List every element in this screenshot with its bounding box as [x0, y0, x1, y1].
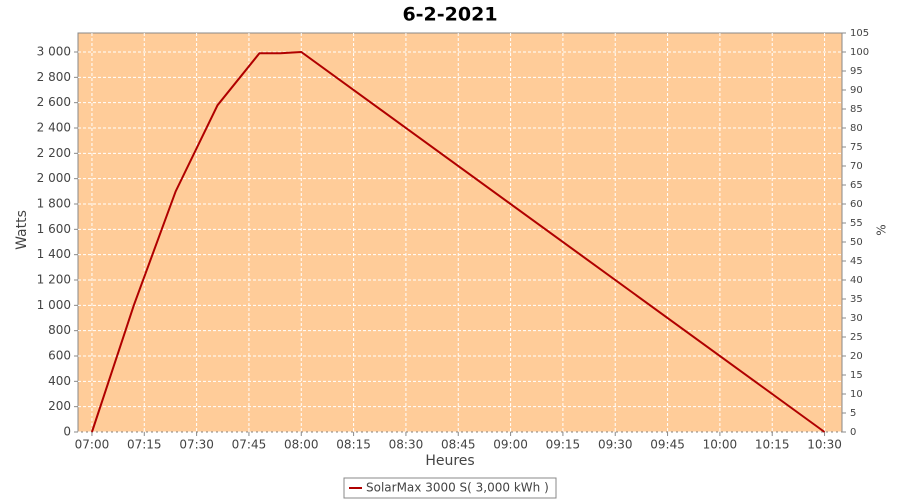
- y2-tick-label: 105: [850, 28, 869, 39]
- y2-tick-label: 90: [850, 85, 863, 96]
- x-tick-label: 09:30: [598, 438, 633, 452]
- legend-box: [343, 477, 557, 499]
- y-tick-label: 2 200: [37, 146, 71, 160]
- y2-tick-label: 10: [850, 389, 863, 400]
- y-tick-label: 2 400: [37, 121, 71, 135]
- series-line: [91, 50, 826, 433]
- y2-tick-label: 30: [850, 313, 863, 324]
- x-tick-label: 07:30: [179, 438, 214, 452]
- y2-tick-label: 95: [850, 66, 863, 77]
- y-tick-label: 2 800: [37, 70, 71, 84]
- x-tick-label: 07:00: [75, 438, 110, 452]
- y-axis-label: Watts: [14, 210, 30, 250]
- x-tick-label: 08:15: [336, 438, 371, 452]
- x-tick-label: 09:15: [546, 438, 581, 452]
- y2-tick-label: 55: [850, 218, 863, 229]
- y-tick-label: 3 000: [37, 45, 71, 59]
- x-tick-label: 08:00: [284, 438, 319, 452]
- x-tick-label: 10:30: [807, 438, 842, 452]
- y2-tick-label: 25: [850, 332, 863, 343]
- legend-label: SolarMax 3000 S( 3,000 kWh ): [366, 481, 549, 495]
- y2-tick-label: 20: [850, 351, 863, 362]
- y-tick-label: 0: [63, 425, 71, 439]
- y-tick-label: 1 400: [37, 247, 71, 261]
- y2-tick-label: 80: [850, 123, 863, 134]
- x-tick-label: 10:00: [703, 438, 738, 452]
- y-tick-label: 1 600: [37, 222, 71, 236]
- y-tick-label: 200: [48, 399, 71, 413]
- y2-tick-label: 40: [850, 275, 863, 286]
- y2-tick-label: 45: [850, 256, 863, 267]
- y2-tick-label: 100: [850, 47, 869, 58]
- x-tick-label: 08:45: [441, 438, 476, 452]
- y2-tick-label: 85: [850, 104, 863, 115]
- x-tick-label: 09:00: [493, 438, 528, 452]
- y2-tick-label: 75: [850, 142, 863, 153]
- y-tick-label: 2 600: [37, 95, 71, 109]
- y2-tick-label: 50: [850, 237, 863, 248]
- y2-tick-label: 70: [850, 161, 863, 172]
- y-tick-label: 1 200: [37, 273, 71, 287]
- plot-area: [77, 32, 843, 433]
- y2-tick-label: 0: [850, 427, 856, 438]
- y2-tick-label: 65: [850, 180, 863, 191]
- x-tick-label: 10:15: [755, 438, 790, 452]
- y-tick-label: 2 000: [37, 171, 71, 185]
- y-tick-label: 1 800: [37, 197, 71, 211]
- x-axis-label: Heures: [425, 453, 474, 469]
- y-tick-label: 400: [48, 374, 71, 388]
- x-tick-label: 07:15: [127, 438, 162, 452]
- y2-axis-label: %: [875, 224, 889, 235]
- y2-tick-label: 35: [850, 294, 863, 305]
- y2-tick-label: 60: [850, 199, 863, 210]
- y-tick-label: 800: [48, 323, 71, 337]
- chart-title: 6-2-2021: [402, 4, 497, 26]
- y-tick-label: 1 000: [37, 298, 71, 312]
- x-tick-label: 07:45: [232, 438, 267, 452]
- y2-tick-label: 15: [850, 370, 863, 381]
- y-tick-label: 600: [48, 349, 71, 363]
- y2-tick-label: 5: [850, 408, 856, 419]
- x-tick-label: 09:45: [650, 438, 685, 452]
- x-tick-label: 08:30: [389, 438, 424, 452]
